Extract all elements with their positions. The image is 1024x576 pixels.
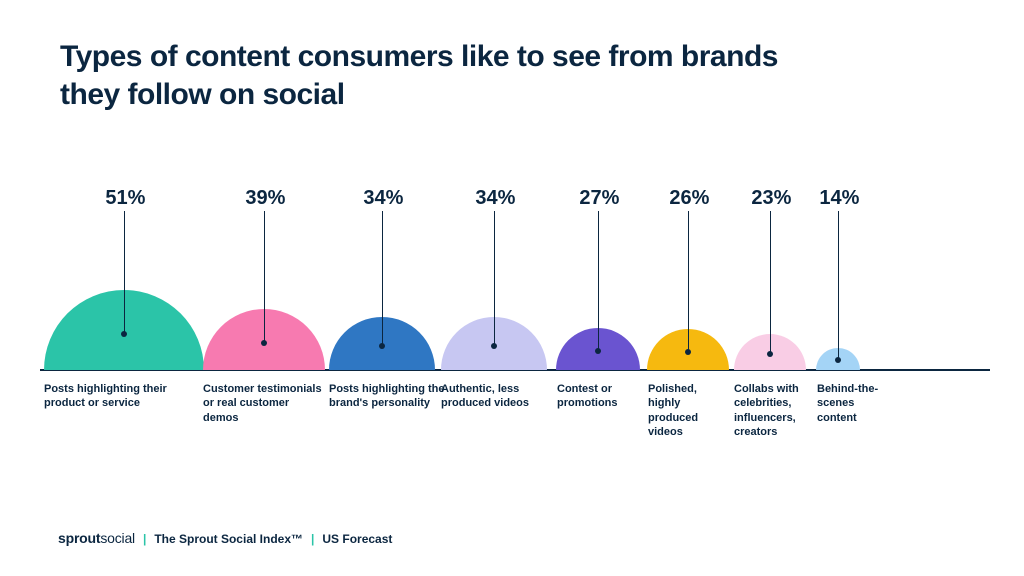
bar-label: Posts highlighting their product or serv… xyxy=(44,382,176,411)
brand-part-b: social xyxy=(100,530,135,546)
bar-percent: 27% xyxy=(579,187,619,210)
bar-connector xyxy=(598,211,599,351)
bar-connector xyxy=(494,211,495,346)
infographic-stage: Types of content consumers like to see f… xyxy=(0,0,1024,576)
bar-label: Authentic, less produced videos xyxy=(441,382,561,411)
bar-percent: 39% xyxy=(245,187,285,210)
bar-percent: 14% xyxy=(819,187,859,210)
bar-connector-dot xyxy=(121,331,127,337)
bar-connector-dot xyxy=(379,343,385,349)
chart-title: Types of content consumers like to see f… xyxy=(60,38,780,113)
bar-connector xyxy=(838,211,839,360)
bar-label: Behind-the-scenes content xyxy=(817,382,879,425)
footer-subtitle-a: The Sprout Social Index™ xyxy=(154,532,303,546)
bar-percent: 51% xyxy=(105,187,145,210)
bar-label: Customer testimonials or real customer d… xyxy=(203,382,323,425)
brand-part-a: sprout xyxy=(58,530,100,546)
footer: sproutsocial | The Sprout Social Index™ … xyxy=(58,530,392,548)
bar-connector xyxy=(688,211,689,352)
bar-connector-dot xyxy=(491,343,497,349)
bar-connector-dot xyxy=(835,357,841,363)
bar-connector xyxy=(264,211,265,343)
bar-percent: 23% xyxy=(751,187,791,210)
bar-connector-dot xyxy=(261,340,267,346)
bar-connector xyxy=(382,211,383,346)
footer-divider-2: | xyxy=(311,532,314,546)
bar-connector-dot xyxy=(685,349,691,355)
bar-label: Polished, highly produced videos xyxy=(648,382,726,439)
footer-subtitle-b: US Forecast xyxy=(322,532,392,546)
bar-label: Posts highlighting the brand's personali… xyxy=(329,382,449,411)
bar-percent: 26% xyxy=(669,187,709,210)
bar-connector xyxy=(124,211,125,334)
bar-connector xyxy=(770,211,771,354)
bar-percent: 34% xyxy=(363,187,403,210)
brand-logo-text: sproutsocial xyxy=(58,530,135,548)
footer-divider-1: | xyxy=(143,532,146,546)
bar-connector-dot xyxy=(767,351,773,357)
bar-connector-dot xyxy=(595,348,601,354)
bar-label: Collabs with celebrities, influencers, c… xyxy=(734,382,818,439)
bar-percent: 34% xyxy=(475,187,515,210)
bar-label: Contest or promotions xyxy=(557,382,657,411)
